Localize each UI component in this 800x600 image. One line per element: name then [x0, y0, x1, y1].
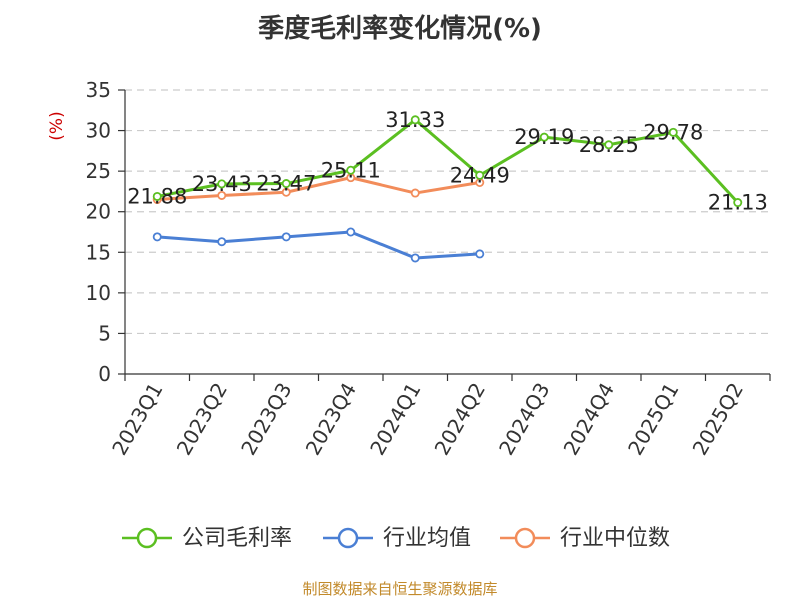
y-tick-label: 0	[98, 362, 111, 386]
x-tick-label: 2024Q3	[494, 379, 554, 460]
legend-swatch-marker	[136, 527, 158, 549]
y-axis-label: (%)	[47, 111, 67, 140]
data-label: 23.43	[192, 172, 252, 196]
x-tick-label: 2023Q4	[301, 379, 361, 460]
data-point	[217, 179, 227, 189]
legend-label: 行业中位数	[560, 526, 670, 551]
y-tick-label: 5	[98, 321, 111, 345]
data-point	[539, 132, 549, 142]
y-tick-label: 25	[86, 159, 111, 183]
legend-swatch-marker	[514, 527, 536, 549]
x-tick-label: 2024Q4	[559, 379, 619, 460]
x-tick-label: 2025Q1	[623, 379, 683, 460]
data-point	[475, 170, 485, 180]
data-label: 28.25	[579, 133, 639, 157]
data-label: 21.13	[708, 191, 768, 215]
data-point	[217, 190, 227, 200]
data-point	[668, 127, 678, 137]
series-line	[156, 118, 739, 204]
y-tick-label: 35	[86, 78, 111, 102]
data-point	[152, 191, 162, 201]
x-tick-label: 2023Q2	[172, 379, 232, 460]
legend-item[interactable]: 行业均值	[323, 526, 471, 551]
legend-item[interactable]: 行业中位数	[500, 526, 670, 551]
data-point	[604, 140, 614, 150]
data-label: 21.88	[127, 184, 187, 208]
chart-title: 季度毛利率变化情况(%)	[258, 14, 542, 44]
x-tick-label: 2023Q3	[236, 379, 296, 460]
data-point	[281, 232, 291, 242]
data-point	[346, 227, 356, 237]
data-point	[733, 198, 743, 208]
x-tick-label: 2024Q2	[430, 379, 490, 460]
y-tick-label: 10	[86, 281, 111, 305]
data-label: 25.11	[321, 158, 381, 182]
y-tick-label: 15	[86, 240, 111, 264]
series-line	[157, 230, 480, 260]
data-label: 31.33	[385, 108, 445, 132]
data-point	[410, 253, 420, 263]
data-point	[346, 165, 356, 175]
legend-item[interactable]: 公司毛利率	[122, 526, 292, 551]
data-label: 29.19	[514, 125, 574, 149]
data-point	[281, 179, 291, 189]
series-lines	[152, 115, 743, 263]
data-point	[281, 187, 291, 197]
x-tick-label: 2024Q1	[365, 379, 425, 460]
data-point	[475, 249, 485, 259]
legend-label: 行业均值	[383, 526, 471, 551]
data-point	[217, 237, 227, 247]
data-label: 23.47	[256, 172, 316, 196]
data-point	[410, 115, 420, 125]
y-tick-label: 20	[86, 200, 111, 224]
x-tick-label: 2023Q1	[107, 379, 167, 460]
data-point	[152, 232, 162, 242]
x-tick-label: 2025Q2	[688, 379, 748, 460]
data-label: 24.49	[450, 163, 510, 187]
legend-swatch-marker	[337, 527, 359, 549]
data-label: 29.78	[643, 120, 703, 144]
series-line	[157, 176, 480, 202]
legend[interactable]: 公司毛利率 行业均值 行业中位数	[122, 526, 670, 551]
source-note: 制图数据来自恒生聚源数据库	[302, 580, 498, 598]
data-point	[410, 188, 420, 198]
y-tick-label: 30	[86, 119, 111, 143]
legend-label: 公司毛利率	[182, 526, 292, 551]
